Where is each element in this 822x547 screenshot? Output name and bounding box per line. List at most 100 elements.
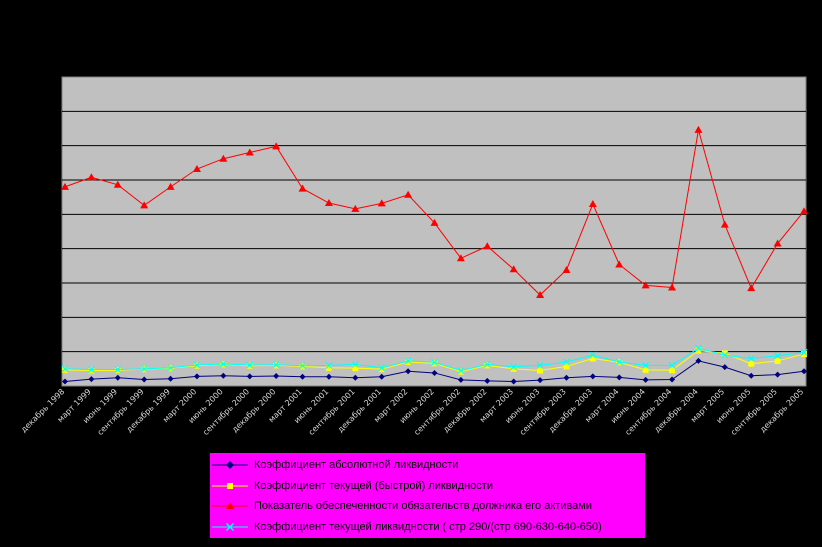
data-point (457, 376, 464, 383)
data-point (141, 376, 148, 383)
data-point (378, 364, 386, 372)
data-point (192, 165, 201, 173)
data-point (721, 364, 728, 371)
data-point (642, 376, 649, 383)
data-point (61, 365, 69, 373)
data-point (562, 265, 571, 273)
data-point (615, 260, 624, 268)
data-point (324, 199, 333, 207)
data-point (273, 373, 280, 380)
series-0 (62, 357, 807, 385)
legend-item: Коэффициент абсолютной ликвидности (210, 455, 645, 476)
data-point (510, 363, 518, 371)
data-point (405, 358, 412, 365)
data-point (298, 184, 307, 192)
x-tick-label: сентябрь 2002 (412, 387, 462, 437)
data-point (774, 357, 781, 364)
data-point (457, 368, 464, 375)
data-point (801, 368, 807, 375)
data-point (219, 154, 228, 162)
x-tick-label: сентябрь 2004 (623, 387, 673, 437)
data-point (589, 351, 597, 359)
series-layer (61, 125, 808, 385)
data-point (220, 372, 227, 379)
x-tick-label: сентябрь 2001 (307, 387, 357, 437)
legend-label: Коэффициент текущей ликвидности ( стр 29… (254, 520, 602, 533)
data-point (431, 358, 438, 366)
data-point (801, 351, 807, 358)
data-point (219, 360, 227, 368)
legend-key-x-icon (212, 522, 248, 531)
data-point (641, 281, 650, 289)
data-point (536, 291, 545, 299)
data-point (352, 365, 359, 372)
data-point (140, 365, 148, 373)
x-tick-label: декабрь 1998 (19, 387, 66, 434)
data-point (563, 374, 570, 381)
data-point (405, 368, 412, 375)
data-point (642, 361, 650, 369)
data-point (140, 201, 149, 209)
data-point (484, 362, 491, 369)
data-point (167, 375, 174, 382)
data-point (668, 283, 677, 291)
data-point (721, 351, 729, 359)
data-point (483, 360, 491, 368)
data-point (588, 200, 597, 208)
data-point (694, 125, 703, 133)
legend-label: Коэффициент текущей (быстрой) ликвидност… (254, 479, 493, 492)
data-point (378, 373, 385, 380)
data-point (404, 357, 412, 365)
data-point (114, 374, 121, 381)
data-point (695, 357, 702, 364)
data-point (299, 362, 306, 370)
data-point (563, 358, 570, 366)
data-point (537, 367, 544, 374)
series-2 (61, 125, 808, 299)
data-point (430, 218, 439, 226)
data-point (748, 372, 755, 379)
data-point (431, 360, 438, 367)
data-point (669, 376, 676, 383)
data-point (88, 376, 95, 383)
data-point (456, 254, 465, 262)
series-3 (61, 344, 808, 374)
data-point (299, 373, 306, 380)
data-point (377, 199, 386, 207)
data-point (563, 363, 570, 370)
legend-item: Коэффициент текущей ликвидности ( стр 29… (210, 517, 645, 538)
data-point (483, 242, 492, 250)
data-point (61, 182, 69, 190)
data-point (484, 377, 491, 384)
gridlines (62, 110, 806, 353)
data-point (589, 355, 596, 362)
legend-key-triangle-icon (212, 502, 248, 510)
x-tick-label: сентябрь 2005 (729, 387, 779, 437)
data-point (589, 373, 596, 380)
data-point (166, 182, 175, 190)
data-point (748, 360, 755, 367)
x-tick-label: сентябрь 2003 (518, 387, 568, 437)
data-point (510, 378, 517, 385)
data-point (352, 374, 359, 381)
data-point (774, 371, 781, 378)
legend-label: Показатель обеспеченности обязательств д… (254, 500, 593, 513)
x-tick-label: сентябрь 1999 (96, 387, 146, 437)
legend-key-square-icon (212, 482, 248, 489)
data-point (668, 361, 676, 369)
data-point (431, 369, 438, 376)
data-point (245, 148, 254, 156)
data-point (88, 367, 95, 374)
data-point (325, 361, 333, 369)
data-point (720, 220, 729, 228)
data-point (62, 366, 68, 373)
data-point (616, 374, 623, 381)
data-point (695, 347, 702, 354)
data-point (87, 366, 95, 373)
data-point (509, 265, 518, 273)
x-tick-label: сентябрь 2000 (201, 387, 251, 437)
data-point (193, 373, 200, 380)
data-point (642, 366, 649, 373)
